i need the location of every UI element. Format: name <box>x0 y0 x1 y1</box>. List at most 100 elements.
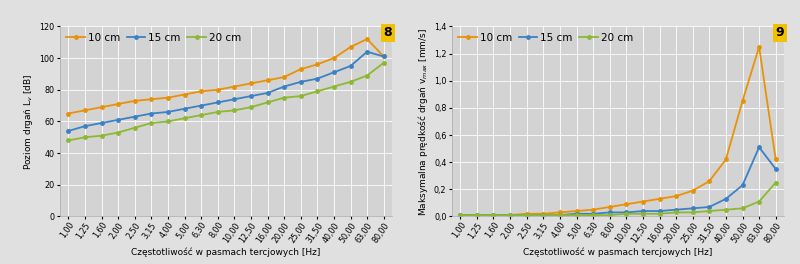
10 cm <box>213 88 222 91</box>
20 cm <box>705 209 714 213</box>
10 cm <box>522 212 531 215</box>
15 cm <box>262 91 272 95</box>
15 cm <box>362 50 372 53</box>
10 cm <box>146 98 156 101</box>
15 cm <box>472 214 482 217</box>
15 cm <box>605 211 614 214</box>
20 cm <box>506 214 515 217</box>
20 cm <box>262 101 272 104</box>
10 cm <box>80 109 90 112</box>
20 cm <box>638 212 648 215</box>
20 cm <box>771 181 781 184</box>
10 cm <box>97 106 106 109</box>
15 cm <box>279 85 289 88</box>
10 cm <box>671 195 681 198</box>
10 cm <box>262 79 272 82</box>
15 cm <box>538 214 548 217</box>
15 cm <box>588 212 598 215</box>
15 cm <box>572 212 582 215</box>
Y-axis label: Poziom drgań L$_v$ [dB]: Poziom drgań L$_v$ [dB] <box>22 73 35 170</box>
20 cm <box>246 106 256 109</box>
15 cm <box>455 214 465 217</box>
15 cm <box>738 184 747 187</box>
10 cm <box>771 158 781 161</box>
15 cm <box>130 115 139 118</box>
15 cm <box>296 80 306 83</box>
20 cm <box>313 90 322 93</box>
20 cm <box>721 208 730 211</box>
10 cm <box>379 55 389 58</box>
20 cm <box>654 212 664 215</box>
20 cm <box>555 214 565 217</box>
Line: 20 cm: 20 cm <box>66 61 386 142</box>
15 cm <box>506 214 515 217</box>
10 cm <box>346 45 355 49</box>
20 cm <box>97 134 106 137</box>
15 cm <box>489 214 498 217</box>
X-axis label: Częstotliwość w pasmach tercjowych [Hz]: Częstotliwość w pasmach tercjowych [Hz] <box>131 247 321 257</box>
15 cm <box>671 208 681 211</box>
10 cm <box>230 85 239 88</box>
20 cm <box>130 126 139 129</box>
15 cm <box>163 110 173 114</box>
20 cm <box>455 214 465 217</box>
15 cm <box>180 107 190 110</box>
15 cm <box>313 77 322 80</box>
10 cm <box>588 208 598 211</box>
15 cm <box>346 64 355 68</box>
15 cm <box>379 55 389 58</box>
10 cm <box>163 96 173 99</box>
20 cm <box>346 80 355 83</box>
15 cm <box>688 207 698 210</box>
20 cm <box>754 200 764 203</box>
10 cm <box>362 37 372 41</box>
10 cm <box>130 99 139 102</box>
10 cm <box>721 158 730 161</box>
10 cm <box>754 45 764 48</box>
20 cm <box>572 214 582 217</box>
15 cm <box>721 197 730 200</box>
10 cm <box>506 214 515 217</box>
10 cm <box>654 197 664 200</box>
15 cm <box>114 118 123 121</box>
10 cm <box>638 200 648 203</box>
20 cm <box>213 110 222 114</box>
15 cm <box>80 125 90 128</box>
15 cm <box>638 209 648 213</box>
20 cm <box>163 120 173 123</box>
20 cm <box>538 214 548 217</box>
20 cm <box>605 214 614 217</box>
20 cm <box>80 136 90 139</box>
10 cm <box>738 100 747 103</box>
20 cm <box>180 117 190 120</box>
20 cm <box>196 114 206 117</box>
Line: 20 cm: 20 cm <box>458 181 778 217</box>
15 cm <box>97 121 106 125</box>
10 cm <box>455 214 465 217</box>
15 cm <box>329 71 338 74</box>
15 cm <box>622 211 631 214</box>
Y-axis label: Maksymalna prędkość drgań v$_{max}$ [mm/s]: Maksymalna prędkość drgań v$_{max}$ [mm/… <box>416 27 430 215</box>
Legend: 10 cm, 15 cm, 20 cm: 10 cm, 15 cm, 20 cm <box>455 30 636 46</box>
15 cm <box>705 205 714 209</box>
20 cm <box>738 207 747 210</box>
20 cm <box>379 61 389 64</box>
Text: 8: 8 <box>383 26 392 39</box>
20 cm <box>622 212 631 215</box>
10 cm <box>196 90 206 93</box>
10 cm <box>705 180 714 183</box>
15 cm <box>771 167 781 171</box>
15 cm <box>63 129 73 133</box>
10 cm <box>114 102 123 106</box>
20 cm <box>146 121 156 125</box>
Text: 9: 9 <box>775 26 784 39</box>
20 cm <box>362 74 372 77</box>
10 cm <box>246 82 256 85</box>
15 cm <box>196 104 206 107</box>
10 cm <box>605 205 614 209</box>
10 cm <box>622 203 631 206</box>
10 cm <box>329 56 338 60</box>
10 cm <box>489 214 498 217</box>
20 cm <box>63 139 73 142</box>
10 cm <box>538 212 548 215</box>
